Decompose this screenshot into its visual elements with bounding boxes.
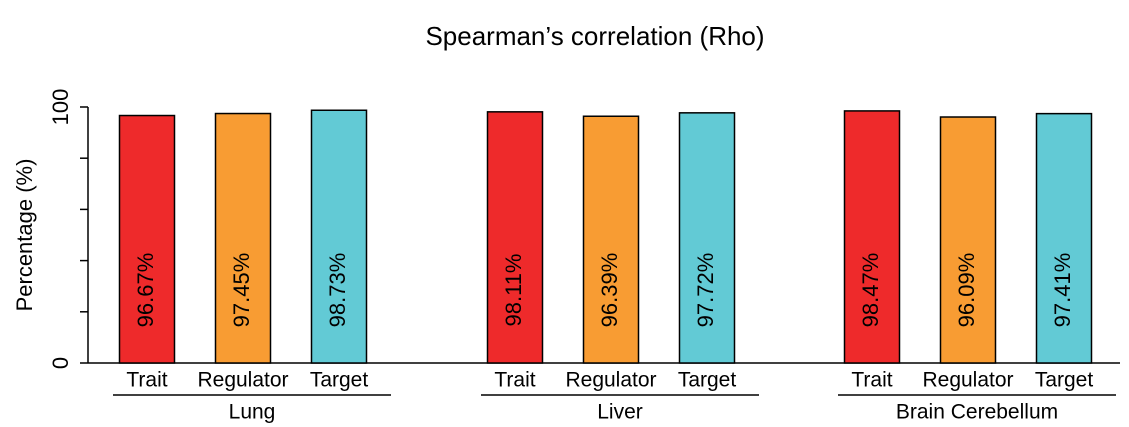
data-label: 97.45%	[229, 253, 254, 328]
x-tick-label: Target	[678, 369, 737, 392]
bar	[118, 114, 176, 364]
x-tick-label: Trait	[126, 369, 167, 392]
bar	[310, 109, 368, 364]
data-label: 96.39%	[597, 253, 622, 328]
x-tick-label: Target	[310, 369, 369, 392]
bar	[582, 115, 640, 364]
x-tick-label: Regulator	[922, 369, 1013, 392]
chart-title: Spearman’s correlation (Rho)	[425, 21, 764, 51]
x-tick-label: Target	[1035, 369, 1094, 392]
group-label: Lung	[229, 401, 276, 424]
bar	[843, 110, 901, 364]
bar	[939, 116, 997, 364]
y-axis-label: Percentage (%)	[12, 159, 37, 312]
data-label: 96.09%	[954, 253, 979, 328]
x-tick-label: Regulator	[565, 369, 656, 392]
x-tick-label: Regulator	[197, 369, 288, 392]
group-label: Brain Cerebellum	[896, 401, 1058, 424]
data-label: 97.41%	[1050, 253, 1075, 328]
data-label: 98.73%	[325, 253, 350, 328]
data-label: 96.67%	[133, 253, 158, 328]
x-tick-label: Trait	[494, 369, 535, 392]
data-label: 98.11%	[501, 254, 526, 327]
group-label: Liver	[597, 401, 643, 424]
y-tick-label: 100	[48, 89, 73, 126]
bar	[678, 112, 736, 364]
y-tick-label: 0	[48, 357, 73, 369]
data-label: 98.47%	[858, 253, 883, 328]
data-label: 97.72%	[693, 253, 718, 328]
bar	[1035, 112, 1093, 364]
bar	[214, 112, 272, 364]
x-tick-label: Trait	[851, 369, 892, 392]
bar	[486, 111, 544, 364]
